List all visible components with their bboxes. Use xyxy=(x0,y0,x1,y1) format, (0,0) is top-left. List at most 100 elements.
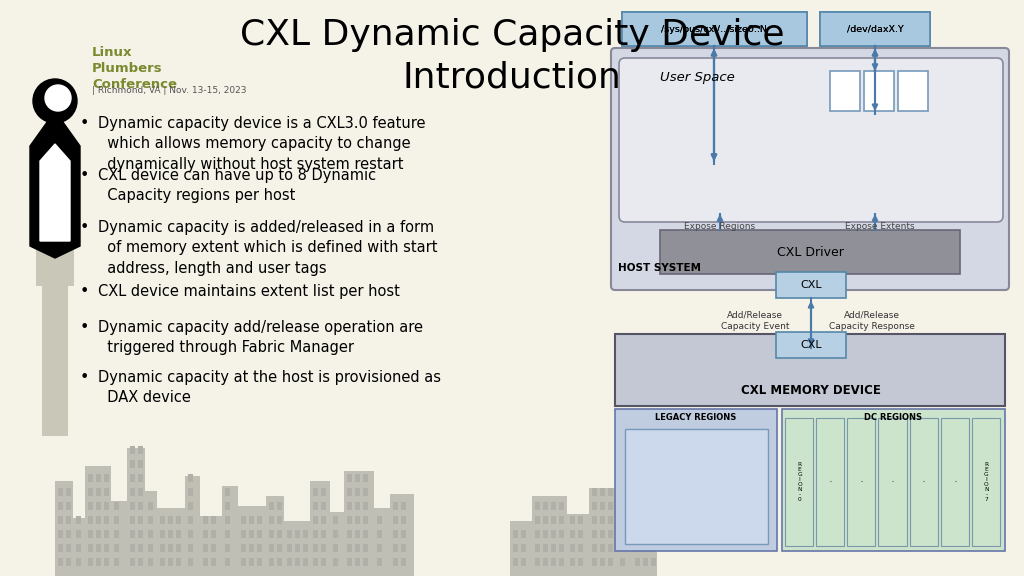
FancyBboxPatch shape xyxy=(211,516,216,524)
FancyBboxPatch shape xyxy=(96,502,101,510)
Text: DC REGIONS: DC REGIONS xyxy=(864,413,922,422)
FancyBboxPatch shape xyxy=(401,502,406,510)
FancyBboxPatch shape xyxy=(138,474,143,482)
FancyBboxPatch shape xyxy=(909,418,938,546)
FancyBboxPatch shape xyxy=(104,516,109,524)
FancyBboxPatch shape xyxy=(377,558,382,566)
FancyBboxPatch shape xyxy=(578,516,583,524)
FancyBboxPatch shape xyxy=(776,332,846,358)
FancyBboxPatch shape xyxy=(622,12,807,46)
FancyBboxPatch shape xyxy=(176,544,181,552)
FancyBboxPatch shape xyxy=(185,476,200,576)
FancyBboxPatch shape xyxy=(138,544,143,552)
FancyBboxPatch shape xyxy=(278,544,282,552)
FancyBboxPatch shape xyxy=(347,488,352,496)
FancyBboxPatch shape xyxy=(225,544,230,552)
FancyBboxPatch shape xyxy=(138,530,143,538)
FancyBboxPatch shape xyxy=(168,530,173,538)
FancyBboxPatch shape xyxy=(600,544,605,552)
FancyBboxPatch shape xyxy=(592,516,597,524)
FancyBboxPatch shape xyxy=(393,502,398,510)
FancyBboxPatch shape xyxy=(972,418,1000,546)
FancyBboxPatch shape xyxy=(570,530,575,538)
FancyBboxPatch shape xyxy=(104,544,109,552)
FancyBboxPatch shape xyxy=(611,48,1009,290)
FancyBboxPatch shape xyxy=(362,516,368,524)
Text: Dynamic capacity add/release operation are
  triggered through Fabric Manager: Dynamic capacity add/release operation a… xyxy=(98,320,423,355)
FancyBboxPatch shape xyxy=(513,544,518,552)
FancyBboxPatch shape xyxy=(635,502,640,510)
Text: CXL Dynamic Capacity Device
Introduction: CXL Dynamic Capacity Device Introduction xyxy=(240,18,784,94)
FancyBboxPatch shape xyxy=(211,544,216,552)
FancyBboxPatch shape xyxy=(295,544,300,552)
FancyBboxPatch shape xyxy=(96,530,101,538)
FancyBboxPatch shape xyxy=(401,516,406,524)
FancyBboxPatch shape xyxy=(879,418,906,546)
FancyBboxPatch shape xyxy=(269,544,274,552)
FancyBboxPatch shape xyxy=(73,518,85,576)
FancyBboxPatch shape xyxy=(589,488,617,576)
FancyBboxPatch shape xyxy=(313,516,318,524)
FancyBboxPatch shape xyxy=(58,544,63,552)
FancyBboxPatch shape xyxy=(88,558,93,566)
FancyBboxPatch shape xyxy=(321,558,326,566)
FancyBboxPatch shape xyxy=(333,516,338,524)
FancyBboxPatch shape xyxy=(148,516,153,524)
Text: -: - xyxy=(954,479,956,484)
Circle shape xyxy=(45,85,71,111)
Text: -: - xyxy=(829,479,831,484)
FancyBboxPatch shape xyxy=(321,544,326,552)
FancyBboxPatch shape xyxy=(114,558,119,566)
FancyBboxPatch shape xyxy=(96,544,101,552)
FancyBboxPatch shape xyxy=(88,502,93,510)
FancyBboxPatch shape xyxy=(200,516,222,576)
FancyBboxPatch shape xyxy=(620,558,625,566)
FancyBboxPatch shape xyxy=(130,558,135,566)
FancyBboxPatch shape xyxy=(66,502,71,510)
FancyBboxPatch shape xyxy=(32,240,78,248)
FancyBboxPatch shape xyxy=(401,558,406,566)
FancyBboxPatch shape xyxy=(543,516,548,524)
FancyBboxPatch shape xyxy=(635,516,640,524)
FancyBboxPatch shape xyxy=(543,544,548,552)
FancyBboxPatch shape xyxy=(651,530,656,538)
FancyBboxPatch shape xyxy=(58,488,63,496)
FancyBboxPatch shape xyxy=(776,272,846,298)
Text: Add/Release
Capacity Response: Add/Release Capacity Response xyxy=(829,311,914,331)
FancyBboxPatch shape xyxy=(188,544,193,552)
FancyBboxPatch shape xyxy=(55,481,73,576)
FancyBboxPatch shape xyxy=(635,530,640,538)
FancyBboxPatch shape xyxy=(58,530,63,538)
FancyBboxPatch shape xyxy=(241,530,246,538)
FancyBboxPatch shape xyxy=(138,558,143,566)
FancyBboxPatch shape xyxy=(333,558,338,566)
FancyBboxPatch shape xyxy=(551,502,556,510)
FancyBboxPatch shape xyxy=(104,530,109,538)
FancyBboxPatch shape xyxy=(266,496,284,576)
FancyBboxPatch shape xyxy=(76,516,81,524)
FancyBboxPatch shape xyxy=(287,530,292,538)
FancyBboxPatch shape xyxy=(138,460,143,468)
FancyBboxPatch shape xyxy=(551,544,556,552)
FancyBboxPatch shape xyxy=(393,558,398,566)
FancyBboxPatch shape xyxy=(513,558,518,566)
FancyBboxPatch shape xyxy=(225,530,230,538)
FancyBboxPatch shape xyxy=(36,244,74,286)
FancyBboxPatch shape xyxy=(333,530,338,538)
FancyBboxPatch shape xyxy=(570,516,575,524)
FancyBboxPatch shape xyxy=(211,530,216,538)
FancyBboxPatch shape xyxy=(278,502,282,510)
FancyBboxPatch shape xyxy=(295,530,300,538)
FancyBboxPatch shape xyxy=(651,558,656,566)
FancyBboxPatch shape xyxy=(313,488,318,496)
FancyBboxPatch shape xyxy=(138,516,143,524)
Text: R
E
G
I
O
N
-
7: R E G I O N - 7 xyxy=(984,462,989,502)
FancyBboxPatch shape xyxy=(114,530,119,538)
FancyBboxPatch shape xyxy=(643,530,648,538)
FancyBboxPatch shape xyxy=(203,530,208,538)
FancyBboxPatch shape xyxy=(257,516,262,524)
FancyBboxPatch shape xyxy=(347,502,352,510)
FancyBboxPatch shape xyxy=(111,501,127,576)
FancyBboxPatch shape xyxy=(362,474,368,482)
FancyBboxPatch shape xyxy=(188,488,193,496)
